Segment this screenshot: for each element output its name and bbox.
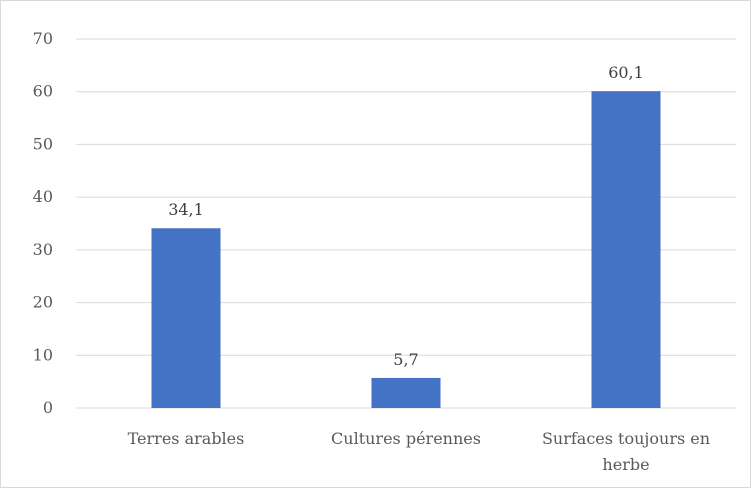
y-tick-label: 70	[33, 29, 53, 48]
data-label: 5,7	[393, 350, 418, 369]
bar	[151, 228, 221, 408]
y-tick-label: 40	[33, 187, 53, 206]
y-tick-label: 30	[33, 240, 53, 259]
y-tick-label: 60	[33, 82, 53, 101]
bar	[371, 377, 441, 408]
y-axis: 0 10 20 30 40 50 60 70	[33, 29, 53, 417]
data-label: 60,1	[608, 63, 644, 82]
x-axis: Terres arables Cultures pérennes Surfaces …	[128, 429, 710, 474]
y-tick-label: 50	[33, 134, 53, 153]
data-label: 34,1	[168, 200, 204, 219]
y-tick-label: 0	[43, 398, 53, 417]
bars	[151, 91, 661, 409]
y-tick-label: 20	[33, 293, 53, 312]
data-labels: 34,1 5,7 60,1	[168, 63, 644, 369]
x-tick-label: herbe	[602, 455, 649, 474]
x-tick-label: Terres arables	[128, 429, 245, 448]
x-tick-label: Surfaces toujours en	[542, 429, 710, 448]
y-tick-label: 10	[33, 345, 53, 364]
bar	[591, 91, 661, 409]
x-tick-label: Cultures pérennes	[331, 429, 481, 448]
